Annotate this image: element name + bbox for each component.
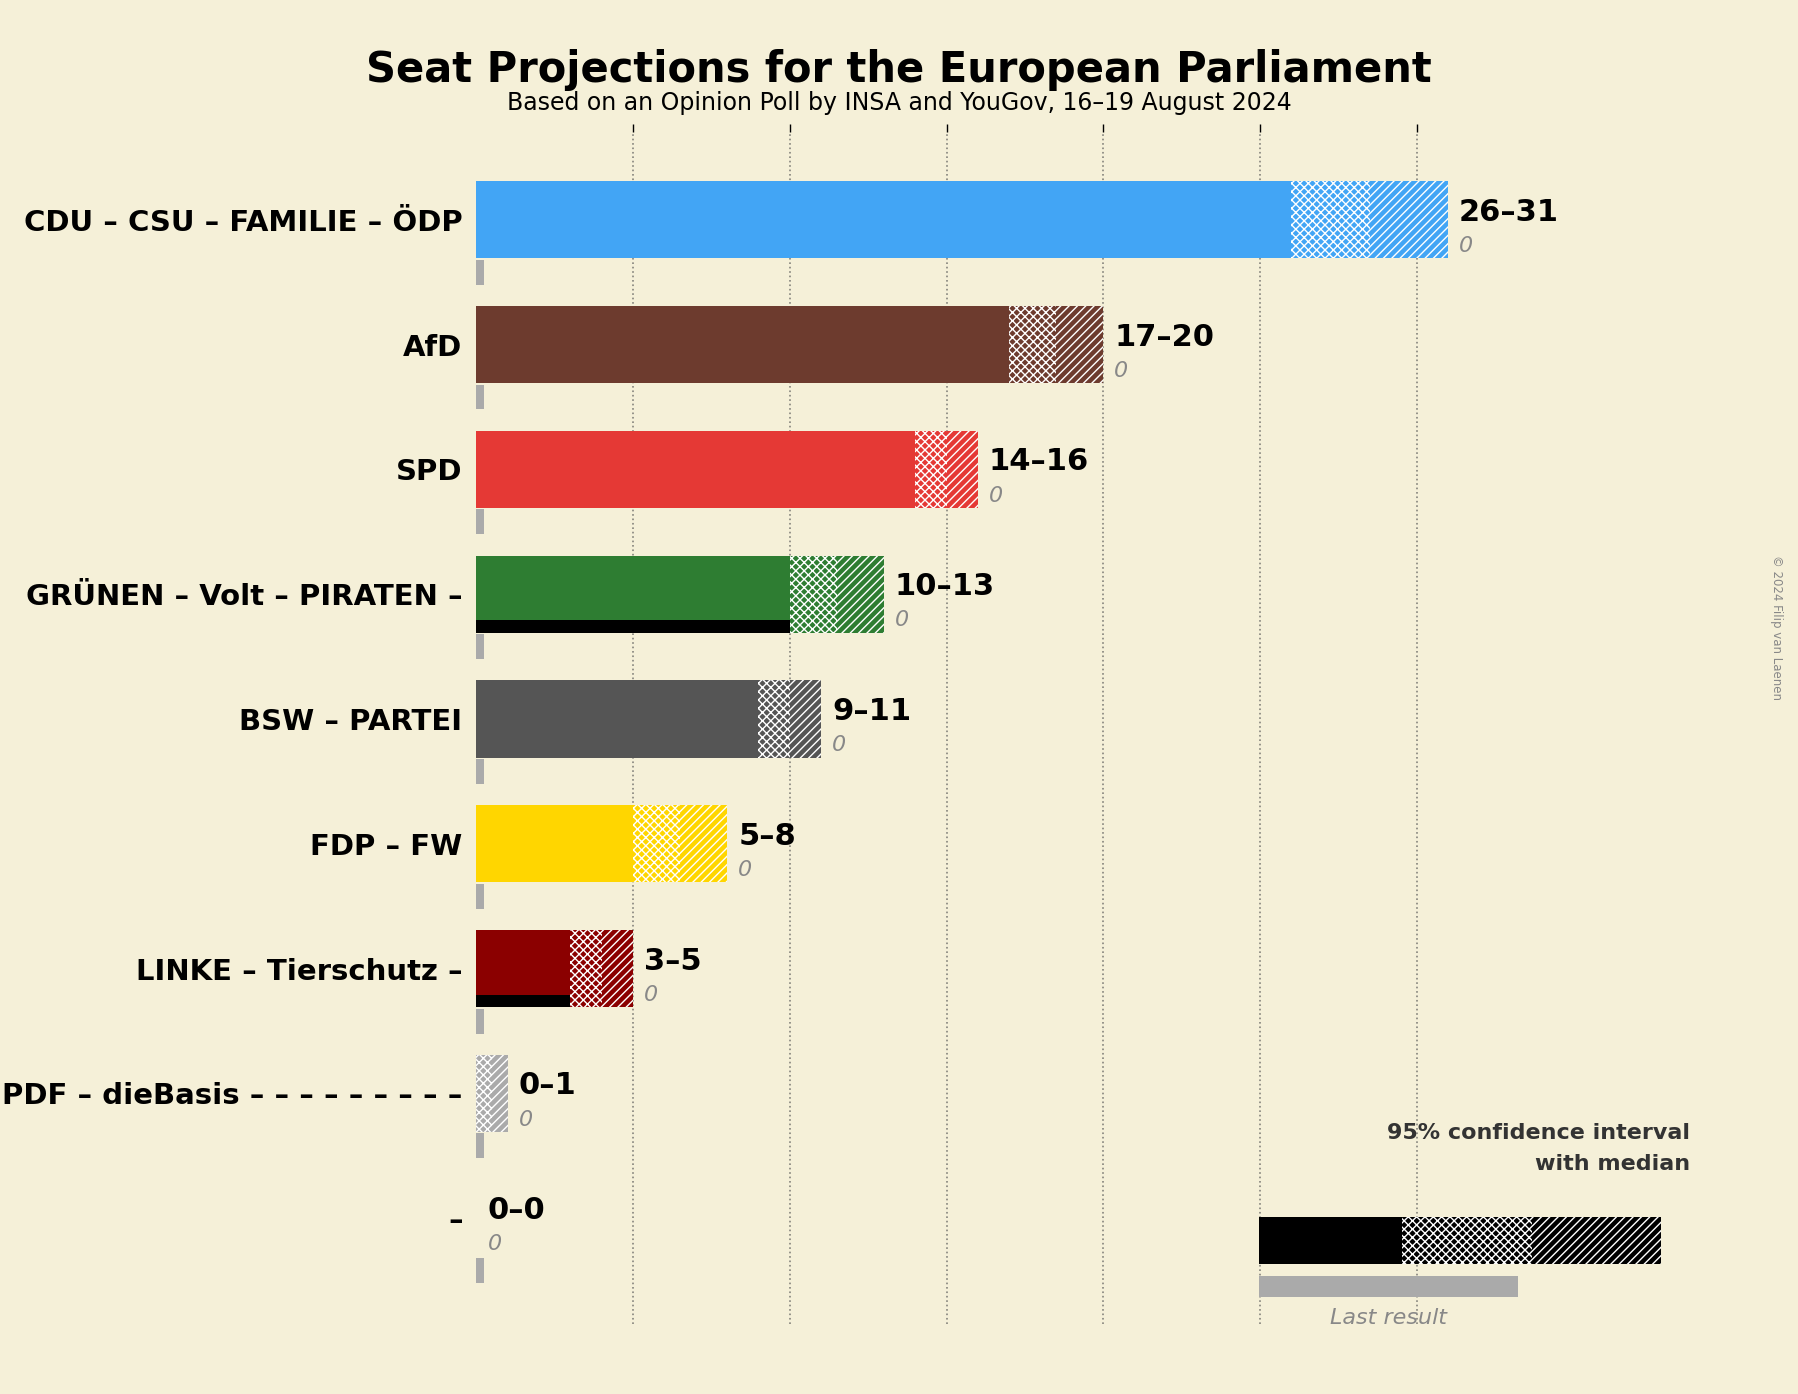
Bar	[946, 431, 978, 507]
Bar	[476, 1008, 484, 1033]
Bar	[1055, 305, 1104, 383]
Text: 0: 0	[520, 1110, 532, 1129]
Bar	[915, 431, 946, 507]
Text: 14–16: 14–16	[989, 447, 1090, 477]
Text: 10–13: 10–13	[895, 572, 994, 601]
Bar	[1402, 1217, 1532, 1264]
Bar	[476, 1055, 493, 1132]
Bar	[836, 556, 885, 633]
Bar	[476, 620, 789, 633]
Text: Seat Projections for the European Parliament: Seat Projections for the European Parlia…	[367, 49, 1431, 91]
Bar	[476, 305, 1009, 383]
Text: with median: with median	[1535, 1154, 1690, 1174]
Bar	[476, 634, 484, 659]
Bar	[476, 806, 633, 882]
Bar	[1009, 305, 1055, 383]
Bar	[1259, 1217, 1402, 1264]
Bar	[476, 884, 484, 909]
Text: 95% confidence interval: 95% confidence interval	[1386, 1124, 1690, 1143]
Text: 0: 0	[989, 485, 1003, 506]
Text: Last result: Last result	[1329, 1308, 1447, 1327]
Bar	[476, 556, 789, 633]
Text: 0: 0	[644, 984, 658, 1005]
Bar	[476, 259, 484, 284]
Bar	[1259, 1276, 1518, 1298]
Text: 0–1: 0–1	[520, 1072, 577, 1100]
Bar	[476, 431, 915, 507]
Bar	[476, 509, 484, 534]
Text: 0: 0	[487, 1235, 502, 1255]
Bar	[476, 930, 570, 1008]
Bar	[1532, 1217, 1661, 1264]
Bar	[476, 181, 1291, 258]
Bar	[570, 930, 602, 1008]
Text: 26–31: 26–31	[1458, 198, 1559, 227]
Bar	[493, 1055, 507, 1132]
Bar	[1370, 181, 1447, 258]
Bar	[476, 1133, 484, 1158]
Bar	[680, 806, 726, 882]
Text: 17–20: 17–20	[1115, 322, 1214, 351]
Bar	[476, 758, 484, 783]
Text: 9–11: 9–11	[832, 697, 912, 726]
Text: 0: 0	[1458, 236, 1473, 256]
Bar	[476, 1259, 484, 1282]
Bar	[602, 930, 633, 1008]
Bar	[476, 680, 759, 758]
Bar	[476, 385, 484, 410]
Bar	[476, 995, 570, 1008]
Bar	[1291, 181, 1370, 258]
Bar	[759, 680, 789, 758]
Text: 3–5: 3–5	[644, 947, 701, 976]
Text: 0: 0	[739, 860, 752, 880]
Text: Based on an Opinion Poll by INSA and YouGov, 16–19 August 2024: Based on an Opinion Poll by INSA and You…	[507, 91, 1291, 114]
Bar	[633, 806, 680, 882]
Bar	[789, 680, 822, 758]
Text: © 2024 Filip van Laenen: © 2024 Filip van Laenen	[1769, 555, 1784, 700]
Text: 0–0: 0–0	[487, 1196, 545, 1225]
Text: 5–8: 5–8	[739, 822, 797, 850]
Text: 0: 0	[1115, 361, 1129, 381]
Text: 0: 0	[832, 735, 847, 756]
Bar	[789, 556, 836, 633]
Text: 0: 0	[895, 611, 910, 630]
